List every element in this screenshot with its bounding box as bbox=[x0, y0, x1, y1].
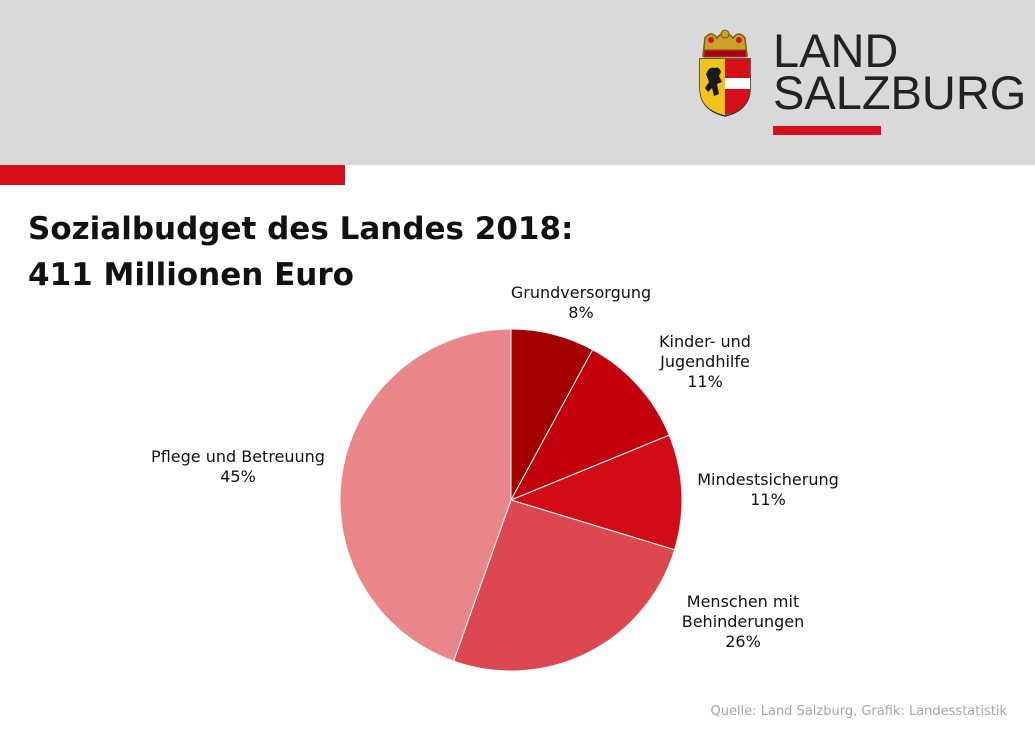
land-salzburg-logo: LAND SALZBURG bbox=[697, 26, 1026, 141]
slice-label-1-value: 8% bbox=[568, 303, 594, 322]
logo-line-salzburg: SALZBURG bbox=[773, 66, 1027, 119]
slice-label-4: Menschen mit Behinderungen 26% bbox=[682, 592, 805, 652]
slice-label-1-text-1: Grundversorgung bbox=[510, 283, 652, 302]
slice-label-2-value: 11% bbox=[687, 372, 723, 391]
source-note: Quelle: Land Salzburg, Grafik: Landessta… bbox=[710, 704, 1007, 719]
slice-label-1: Grundversorgung 8% bbox=[511, 283, 651, 323]
slice-label-4-text-2: Behinderungen bbox=[681, 612, 805, 631]
slice-label-2: Kinder- und Jugendhilfe 11% bbox=[659, 332, 751, 392]
header-band bbox=[0, 0, 1035, 165]
pie-slice-2 bbox=[509, 349, 670, 501]
salzburg-coat-of-arms-icon bbox=[699, 29, 751, 117]
logo-wordmark: LAND SALZBURG bbox=[773, 24, 1027, 119]
chart-title: Sozialbudget des Landes 2018: 411 Millio… bbox=[28, 206, 573, 298]
pie-slice-3 bbox=[509, 434, 683, 551]
slice-label-5: Pflege und Betreuung 45% bbox=[151, 447, 325, 487]
slice-label-4-value: 26% bbox=[725, 632, 761, 651]
slice-label-5-text-1: Pflege und Betreuung bbox=[151, 447, 325, 466]
slice-label-3: Mindestsicherung 11% bbox=[697, 470, 839, 510]
chart-title-line-2: 411 Millionen Euro bbox=[28, 257, 354, 293]
slice-label-2-text-2: Jugendhilfe bbox=[660, 352, 750, 371]
pie-slice-4 bbox=[452, 499, 676, 672]
pie-slice-5 bbox=[339, 328, 512, 662]
chart-title-line-1: Sozialbudget des Landes 2018: bbox=[28, 211, 574, 247]
slice-label-2-text-1: Kinder- und bbox=[659, 332, 751, 351]
slice-label-5-value: 45% bbox=[220, 467, 256, 486]
slice-label-3-text-1: Mindestsicherung bbox=[697, 470, 839, 489]
logo-underline bbox=[773, 126, 881, 135]
logo-line-land: LAND bbox=[773, 24, 899, 77]
slice-label-3-value: 11% bbox=[750, 490, 786, 509]
slice-label-4-text-1: Menschen mit bbox=[686, 592, 800, 611]
header-accent-bar bbox=[0, 165, 345, 185]
